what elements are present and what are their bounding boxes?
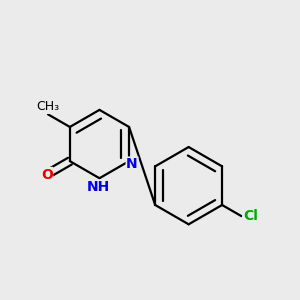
Text: Cl: Cl <box>243 209 258 223</box>
Text: NH: NH <box>86 180 110 194</box>
Text: N: N <box>126 157 138 171</box>
Text: O: O <box>41 167 52 182</box>
Text: CH₃: CH₃ <box>36 100 60 113</box>
